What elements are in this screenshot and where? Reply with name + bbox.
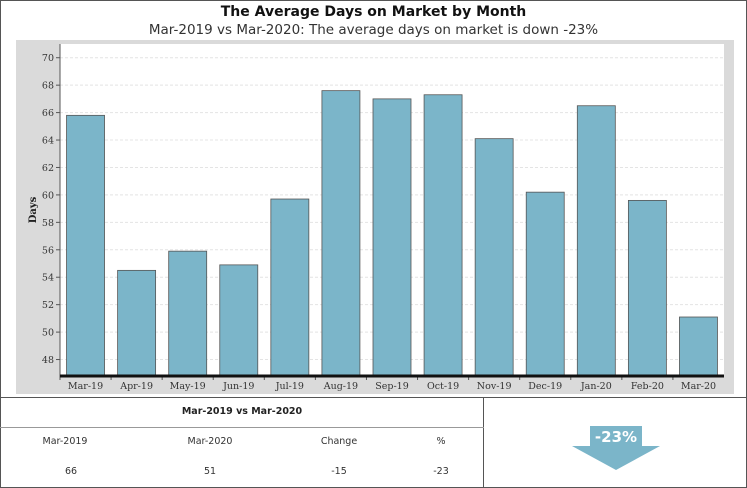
x-tick-label: Jul-19 [275,381,304,392]
bar-sep-19 [372,98,412,377]
x-tick-label: Aug-19 [323,381,358,392]
bar-apr-19 [117,269,157,377]
change-badge-label: -23% [594,428,638,446]
change-badge: -23% [570,426,662,470]
summary-table: Mar-2019 vs Mar-2020 Mar-2019 Mar-2020 C… [0,398,484,488]
bar-jun-19 [219,264,259,377]
value-mar-2019: 66 [64,466,78,477]
chart-subtitle: Mar-2019 vs Mar-2020: The average days o… [148,22,599,38]
value-percent: -23 [433,466,449,477]
x-tick-label: Mar-20 [681,381,716,392]
bar-dec-19 [525,191,565,377]
summary-title: Mar-2019 vs Mar-2020 [181,406,303,417]
x-tick-label: Jun-19 [222,381,254,392]
x-tick-label: Sep-19 [375,381,409,392]
y-tick-label: 62 [42,163,54,174]
bar-jul-19 [270,198,310,377]
summary-divider [0,427,484,428]
x-tick-label: Mar-19 [68,381,103,392]
header-mar-2019: Mar-2019 [42,436,88,447]
y-tick-label: 64 [42,136,54,147]
bar-may-19 [168,250,208,377]
chart-title: The Average Days on Market by Month [220,4,527,20]
x-tick-label: Oct-19 [427,381,459,392]
y-tick-label: 52 [42,300,54,311]
summary-panel: Mar-2019 vs Mar-2020 Mar-2019 Mar-2020 C… [0,397,747,488]
y-tick-label: 66 [42,108,54,119]
x-tick-label: Dec-19 [528,381,562,392]
y-tick-label: 70 [42,53,54,64]
y-tick-label: 68 [42,81,54,92]
bar-chart: 48 50 52 54 56 58 60 62 64 66 68 70 Mar-19 Apr-19 May-… [28,44,724,392]
bar-mar-20 [679,316,718,377]
header-percent: % [436,436,446,447]
x-tick-label: Apr-19 [119,381,153,392]
value-change: -15 [331,466,347,477]
bar-feb-20 [627,199,667,377]
bar-oct-19 [423,94,463,377]
y-tick-label: 60 [42,190,54,201]
value-mar-2020: 51 [203,466,217,477]
header-mar-2020: Mar-2020 [187,436,233,447]
y-tick-label: 56 [42,245,54,256]
x-tick-label: Nov-19 [477,381,512,392]
y-tick-label: 54 [42,273,54,284]
y-axis-title: Days [28,196,39,223]
bar-nov-19 [474,138,514,377]
x-tick-label: Feb-20 [631,381,664,392]
x-tick-label: Jan-20 [580,381,612,392]
y-tick-label: 48 [42,355,54,366]
bar-mar-19 [66,114,105,377]
bar-aug-19 [321,90,361,377]
header-change: Change [320,436,358,447]
y-tick-label: 58 [42,218,54,229]
y-tick-label: 50 [42,328,54,339]
down-arrow-icon [572,426,660,470]
bar-jan-20 [576,105,616,377]
x-tick-label: May-19 [170,381,206,392]
